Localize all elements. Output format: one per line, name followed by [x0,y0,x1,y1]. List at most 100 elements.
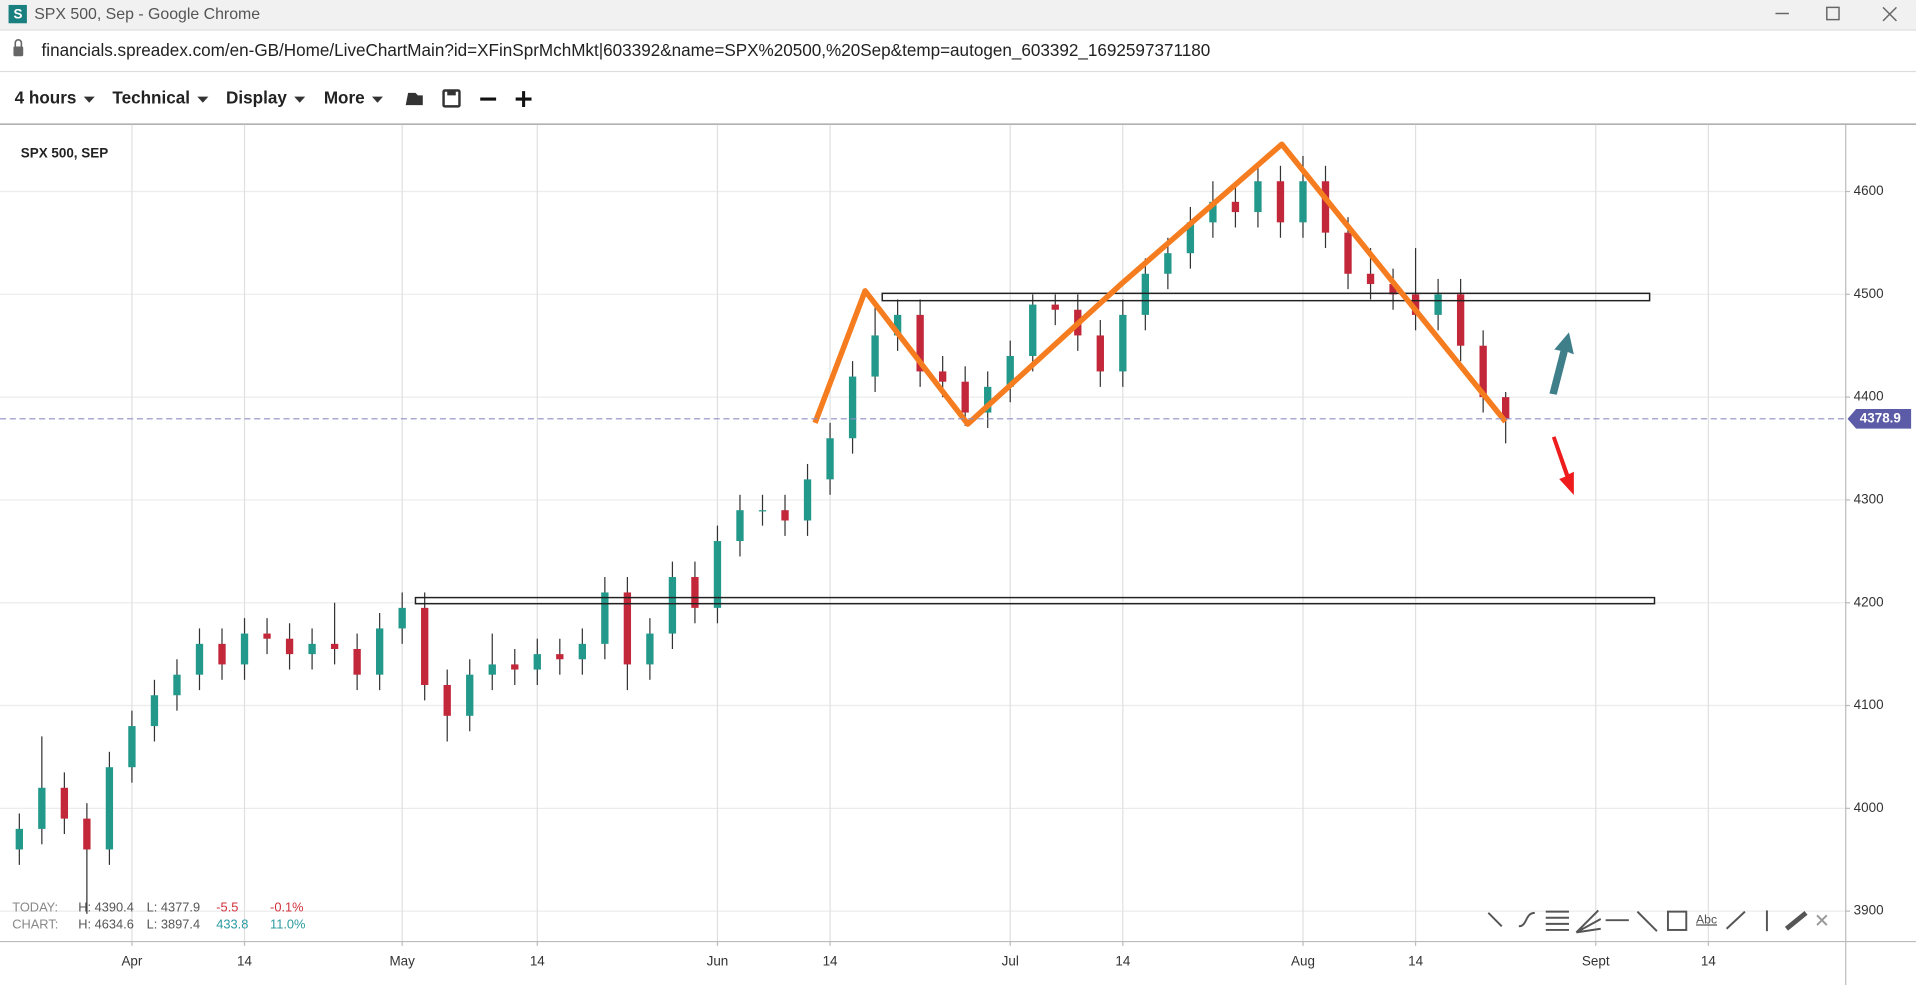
candle-body [128,726,136,768]
candle-body [488,664,496,675]
candle-body [578,643,586,660]
candle-body [1479,345,1487,398]
stat-change: 433.8 [216,916,248,931]
candle-body [1029,304,1037,357]
candle-body [173,674,181,696]
candle-body [533,654,541,670]
candle-body [1456,294,1465,346]
tool-line[interactable] [1725,910,1746,930]
x-tick-label: 14 [1701,953,1716,968]
candle-body [1299,181,1307,223]
stat-label: TODAY: [12,899,58,914]
window-controls[interactable] [1775,6,1897,22]
candle-body [1051,304,1059,310]
app-icon [8,4,27,24]
tool-clear[interactable] [1816,914,1828,926]
y-tick-label: 4100 [1854,697,1884,712]
x-tick-label: 14 [530,953,545,968]
candle-body [15,828,23,850]
tool-rect[interactable] [1666,910,1688,931]
app-icon-letter: S [13,6,22,21]
candle-body [713,541,722,608]
x-tick-label: 14 [1115,953,1130,968]
down-arrow [1551,436,1574,495]
x-tick-label: Jul [1002,953,1019,968]
y-tick-label: 3900 [1854,903,1884,918]
x-tick-label: Aug [1291,953,1315,968]
tool-text[interactable]: Abc [1696,912,1717,926]
candle-body [195,643,204,675]
x-tick-label: Sept [1582,953,1610,968]
x-tick-label: 14 [1408,953,1423,968]
candle-body [466,674,474,716]
menu-button[interactable]: 4 hours [15,89,77,108]
candle-body [1389,284,1397,295]
candle-body [1006,356,1014,387]
y-tick-label: 4000 [1854,800,1884,815]
menu-button[interactable]: More [324,89,365,108]
candle-body [1164,253,1172,274]
support-zone [414,596,1656,605]
tool-ruler[interactable] [1784,910,1808,931]
candle-body [150,695,159,727]
tool-trend[interactable] [1636,910,1658,932]
x-tick-label: 14 [237,953,252,968]
candle-body [781,510,789,521]
candle-body [826,438,834,480]
zoom-in[interactable] [515,91,532,107]
stat-change-pct: 11.0% [270,916,305,931]
candles [15,155,1510,914]
overlay: 4378.9 [0,409,1912,429]
candle-body [871,335,879,377]
pattern-line [812,141,1508,427]
lock-shackle [14,39,23,47]
menu-caret [197,96,209,103]
tool-arrow[interactable] [1487,912,1503,927]
x-tick-label: 14 [823,953,838,968]
candle-body [893,314,902,336]
candle-body [1096,335,1104,372]
candle-body [938,371,947,382]
restore[interactable] [1826,6,1840,21]
address-bar [0,29,1916,71]
menu-button[interactable]: Technical [112,89,190,108]
candle-body [240,633,249,665]
up-arrow [1549,332,1574,395]
tool-curve[interactable] [1518,911,1535,928]
candle-body [1209,201,1217,223]
stat-low: L: 3897.4 [147,916,201,931]
candle-body [330,643,339,649]
candle-body [443,684,451,716]
tool-fib[interactable] [1545,910,1569,931]
candle-body [353,648,361,675]
stat-high: H: 4390.4 [78,899,134,914]
candle-body [60,787,69,819]
menu-caret [371,96,383,103]
candle-body [1141,273,1150,315]
toolbar-icons [405,89,532,108]
resistance-zone [881,292,1651,302]
stat-label: CHART: [12,916,58,931]
chart-title: SPX 500, SEP [21,146,108,161]
open-icon[interactable] [405,92,423,106]
menu-button[interactable]: Display [226,89,287,108]
close[interactable] [1882,6,1897,22]
drawing-tools [1487,909,1828,934]
lock-icon [13,46,24,57]
tool-fan[interactable] [1575,909,1602,934]
candle-body [803,479,812,521]
candle-body [421,607,429,685]
menu-caret [83,96,95,103]
save-icon-part [447,90,456,96]
candle-body [691,577,699,608]
candle-body [263,633,271,639]
candle-body [623,592,632,665]
candle-body [1366,273,1375,285]
menu-caret [294,96,306,103]
stat-change-pct: -0.1% [270,899,304,914]
candle-body [556,654,564,660]
candle-body [646,633,654,665]
url[interactable]: financials.spreadex.com/en-GB/Home/LiveC… [42,41,1211,60]
